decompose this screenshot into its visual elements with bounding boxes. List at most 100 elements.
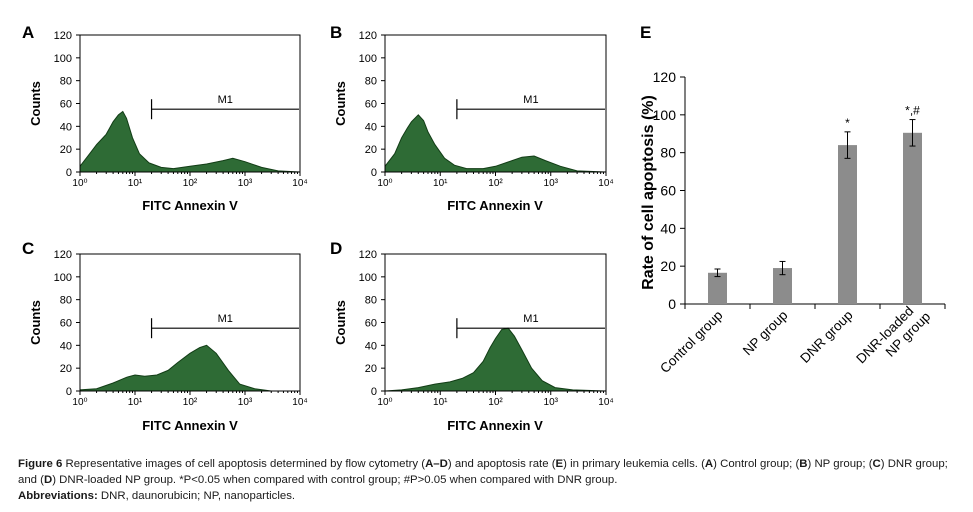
- y-tick-label-a: 120: [54, 30, 72, 42]
- y-tick-label-b: 100: [359, 53, 377, 65]
- y-tick-label-b: 20: [365, 144, 377, 156]
- category-label-1: Control group: [657, 308, 725, 376]
- gate-label-b: M1: [523, 94, 538, 106]
- abbreviations-text: DNR, daunorubicin; NP, nanoparticles.: [97, 490, 296, 502]
- x-tick-label-b: 10²: [488, 178, 503, 189]
- x-tick-label-d: 10²: [488, 397, 503, 408]
- x-tick-label-c: 10³: [238, 397, 253, 408]
- x-axis-label-d: FITC Annexin V: [447, 418, 543, 433]
- x-tick-label-c: 10⁴: [292, 397, 307, 408]
- y-tick-label-d: 40: [365, 340, 377, 352]
- caption-bold-3: A: [704, 458, 714, 470]
- caption-bold-5: C: [872, 458, 881, 470]
- x-axis-label-c: FITC Annexin V: [142, 418, 238, 433]
- y-tick-label-e: 60: [660, 183, 676, 199]
- y-tick-label-e: 80: [660, 145, 676, 161]
- caption-text-5: ) NP group; (: [807, 458, 873, 470]
- y-tick-label-b: 0: [371, 167, 377, 179]
- y-tick-label-b: 60: [365, 99, 377, 111]
- x-tick-label-d: 10¹: [433, 397, 448, 408]
- x-tick-label-c: 10⁰: [72, 397, 87, 408]
- caption-label: Figure 6: [18, 458, 63, 470]
- x-tick-label-b: 10⁰: [377, 178, 392, 189]
- gate-label-a: M1: [218, 94, 233, 106]
- x-tick-label-b: 10⁴: [598, 178, 613, 189]
- y-tick-label-e: 0: [668, 296, 676, 312]
- histogram-area-d: [384, 327, 607, 392]
- caption-bold-2: E: [555, 458, 564, 470]
- y-tick-label-c: 40: [60, 340, 72, 352]
- category-label-3: DNR group: [797, 308, 855, 366]
- caption-bold-1: A–D: [425, 458, 448, 470]
- x-tick-label-c: 10²: [183, 397, 198, 408]
- panel-label-d: D: [330, 239, 342, 258]
- bar-3: [838, 145, 857, 304]
- y-tick-label-e: 100: [653, 107, 677, 123]
- y-tick-label-d: 60: [365, 318, 377, 330]
- y-tick-label-a: 0: [66, 167, 72, 179]
- y-axis-label-d: Counts: [333, 300, 348, 345]
- panel-label-e: E: [640, 23, 651, 42]
- category-label-line: NP group: [740, 308, 791, 359]
- category-label-4: DNR-loadedNP group: [853, 298, 933, 378]
- category-label-line: DNR group: [797, 308, 855, 366]
- x-axis-label-b: FITC Annexin V: [447, 198, 543, 213]
- y-tick-label-b: 80: [365, 76, 377, 88]
- histogram-area-c: [79, 344, 300, 392]
- significance-mark-4: *,#: [905, 104, 920, 118]
- y-tick-label-d: 0: [371, 386, 377, 398]
- panel-e: E 0 20 40 60 80 100 120 Rate of cell apoptosis (…: [640, 23, 946, 378]
- bar-1: [708, 272, 727, 304]
- y-tick-label-b: 120: [359, 30, 377, 42]
- panel-c: C 0 20 40 60 80 100 120 10⁰ 10¹ 10² 10³ 10⁴ FITC Anne…: [22, 239, 308, 433]
- y-axis-label-b: Counts: [333, 81, 348, 126]
- y-tick-label-a: 40: [60, 121, 72, 133]
- y-tick-label-c: 120: [54, 249, 72, 261]
- y-axis-label-c: Counts: [28, 300, 43, 345]
- abbreviations: Abbreviations: DNR, daunorubicin; NP, na…: [18, 488, 958, 504]
- y-axis-label-e: Rate of cell apoptosis (%): [640, 95, 657, 290]
- x-tick-label-d: 10⁰: [377, 397, 392, 408]
- caption-text-4: ) Control group; (: [713, 458, 800, 470]
- caption-bold-6: D: [43, 474, 53, 486]
- abbreviations-label: Abbreviations:: [18, 490, 98, 502]
- category-label-line: Control group: [657, 308, 725, 376]
- y-tick-label-c: 0: [66, 386, 72, 398]
- x-tick-label-b: 10³: [544, 178, 559, 189]
- panel-a: A 0 20 40 60 80 100 120 10⁰ 10¹ 10² 10³ 10⁴ FITC Anne…: [22, 23, 308, 213]
- x-tick-label-d: 10³: [544, 397, 559, 408]
- histogram-area-b: [384, 114, 607, 173]
- caption-text-6: ) DNR group; and (: [18, 458, 948, 486]
- y-tick-label-d: 100: [359, 272, 377, 284]
- x-tick-label-a: 10⁴: [292, 178, 307, 189]
- y-tick-label-e: 40: [660, 220, 676, 236]
- y-tick-label-e: 120: [653, 69, 677, 85]
- y-tick-label-a: 100: [54, 53, 72, 65]
- panel-b: B 0 20 40 60 80 100 120 10⁰ 10¹ 10² 10³ 10⁴ FITC Anne…: [330, 23, 614, 213]
- y-tick-label-c: 100: [54, 272, 72, 284]
- y-tick-label-b: 40: [365, 121, 377, 133]
- x-tick-label-a: 10²: [183, 178, 198, 189]
- y-axis-label-a: Counts: [28, 81, 43, 126]
- panel-label-c: C: [22, 239, 34, 258]
- y-tick-label-c: 20: [60, 363, 72, 375]
- y-tick-label-c: 80: [60, 295, 72, 307]
- y-tick-label-c: 60: [60, 318, 72, 330]
- x-tick-label-b: 10¹: [433, 178, 448, 189]
- x-tick-label-a: 10⁰: [72, 178, 87, 189]
- gate-label-d: M1: [523, 313, 538, 325]
- category-label-2: NP group: [740, 308, 791, 359]
- y-tick-label-d: 20: [365, 363, 377, 375]
- histogram-area-a: [79, 110, 301, 173]
- y-tick-label-a: 60: [60, 99, 72, 111]
- y-tick-label-d: 80: [365, 295, 377, 307]
- y-tick-label-e: 20: [660, 258, 676, 274]
- caption-bold-4: B: [799, 458, 808, 470]
- x-tick-label-d: 10⁴: [598, 397, 613, 408]
- significance-mark-3: *: [845, 116, 850, 130]
- x-axis-label-a: FITC Annexin V: [142, 198, 238, 213]
- y-tick-label-a: 80: [60, 76, 72, 88]
- y-tick-label-a: 20: [60, 144, 72, 156]
- panel-label-a: A: [22, 23, 34, 42]
